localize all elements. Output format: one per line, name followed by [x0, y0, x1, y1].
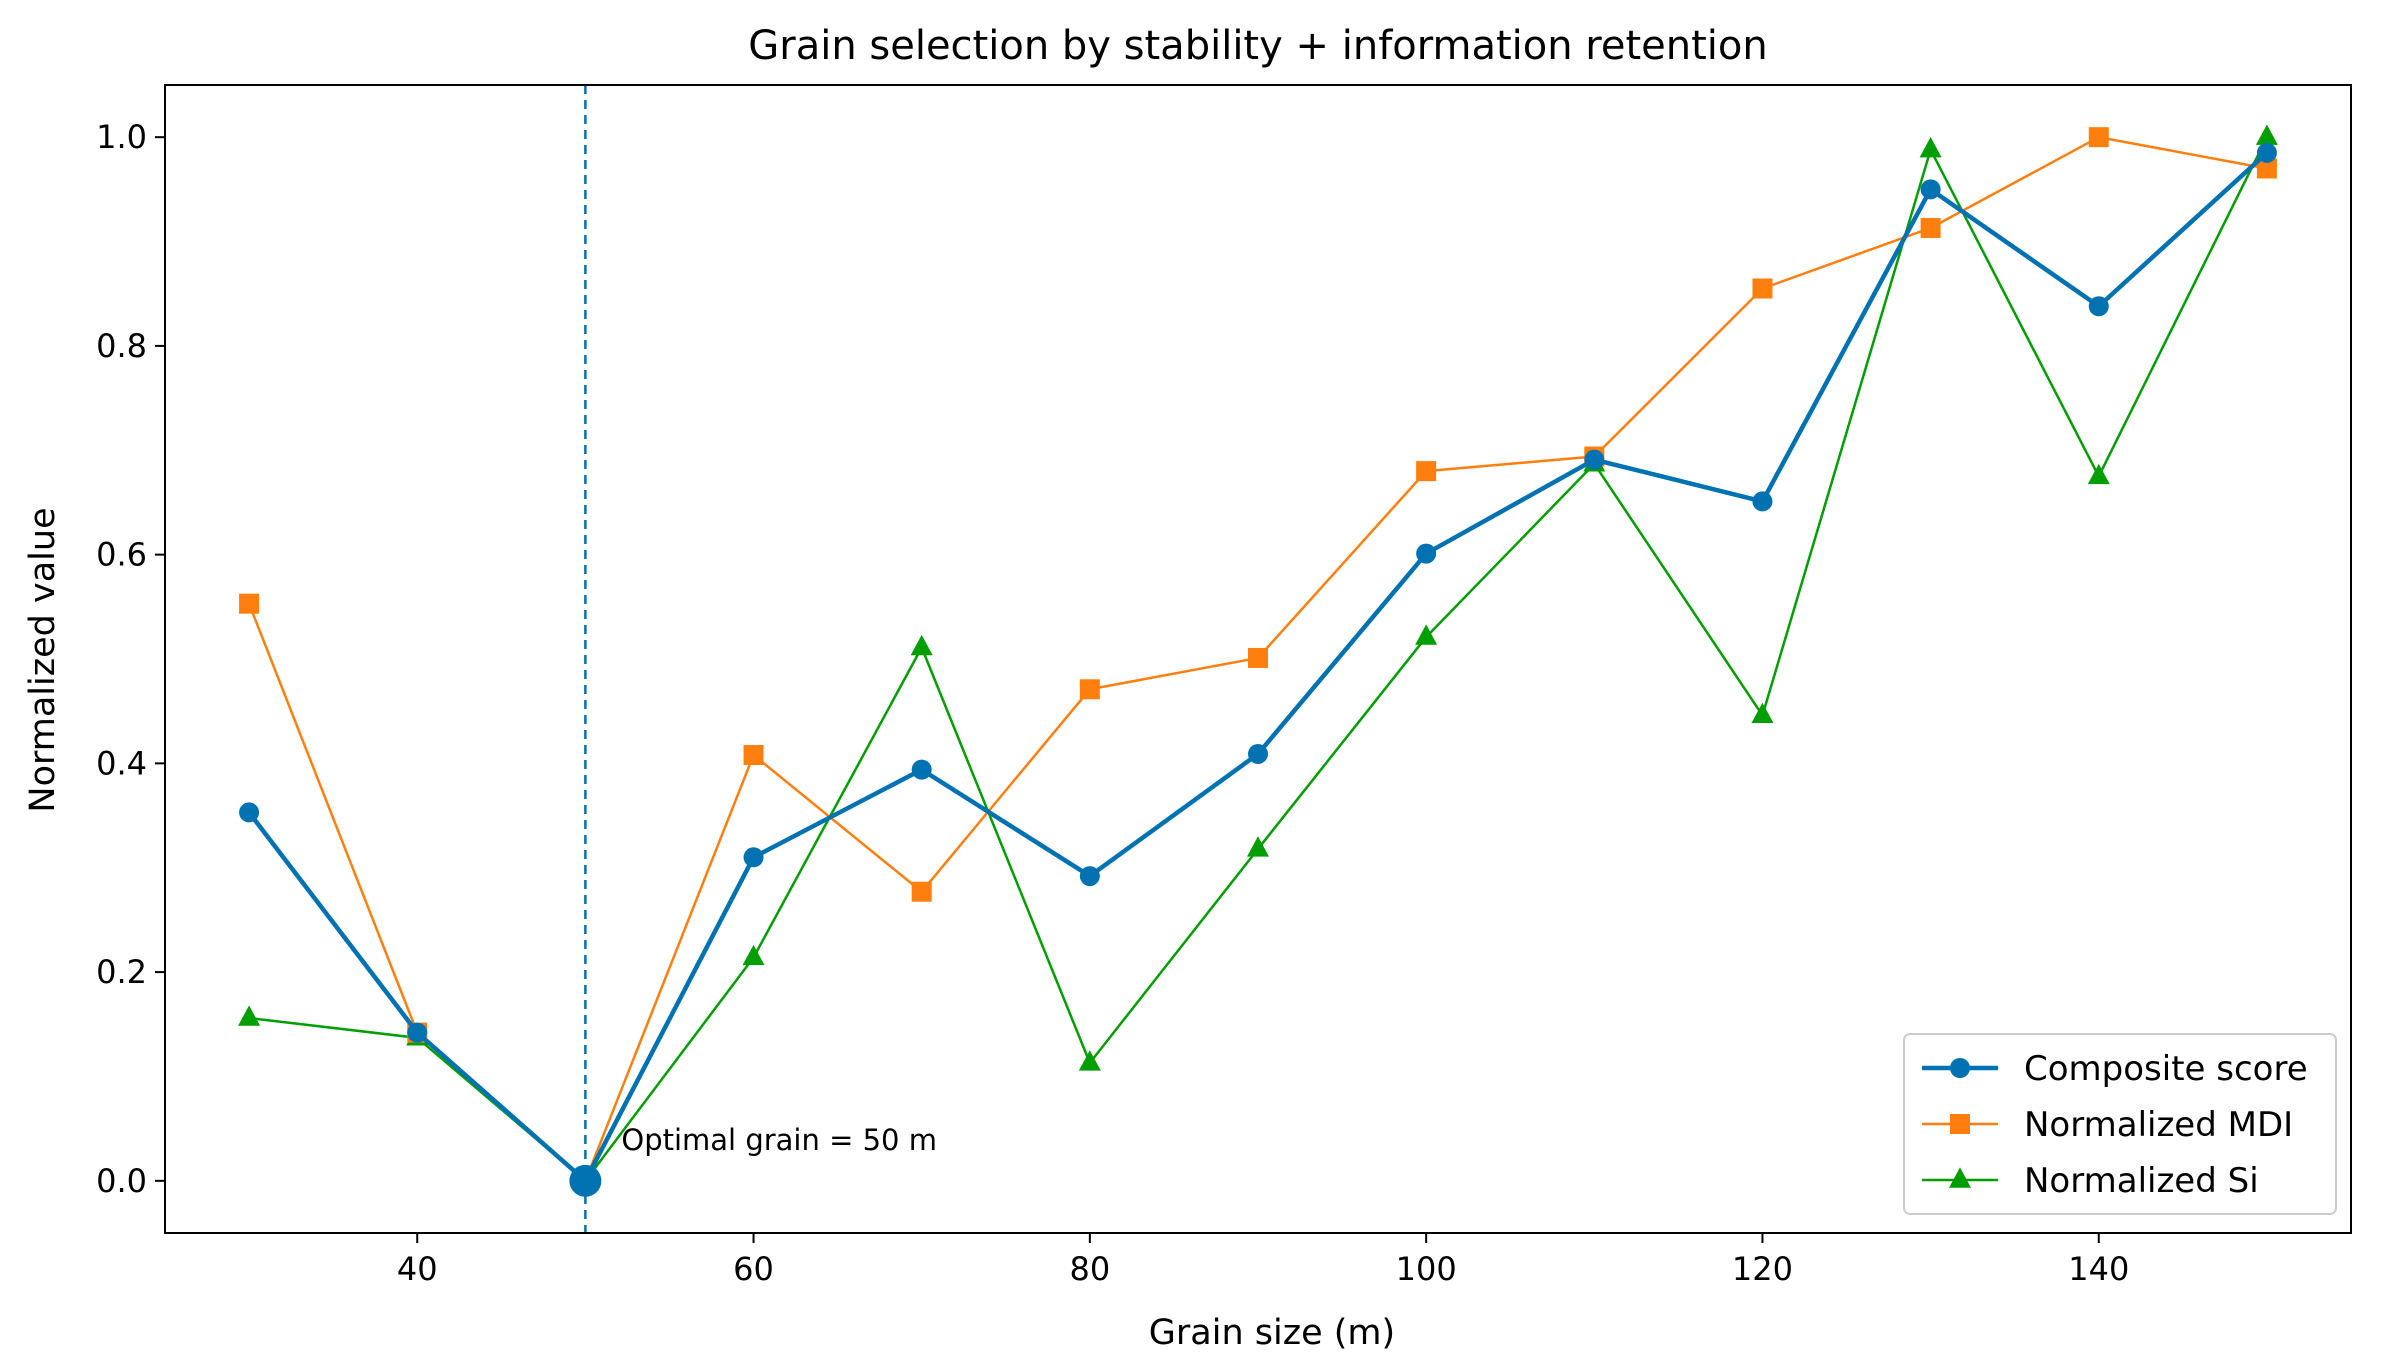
x-axis-label: Grain size (m): [1149, 1313, 1395, 1353]
legend-marker-triangle: [1949, 1167, 1971, 1188]
data-point: [1415, 624, 1438, 645]
data-point: [1079, 866, 1100, 887]
data-point: [1248, 647, 1268, 668]
optimal-point: [569, 1164, 602, 1197]
data-point: [239, 802, 260, 823]
legend-label: Normalized Si: [2024, 1161, 2259, 1201]
y-tick-label: 0.4: [96, 744, 147, 782]
y-tick-label: 0.8: [96, 327, 147, 365]
data-point: [1416, 543, 1437, 564]
x-tick-label: 140: [2068, 1250, 2129, 1288]
data-point: [1247, 836, 1269, 857]
x-tick-label: 40: [397, 1250, 438, 1288]
data-point: [911, 881, 932, 902]
data-point: [1920, 179, 1941, 200]
y-tick-label: 1.0: [96, 118, 147, 156]
legend-box: [1903, 1033, 2337, 1215]
y-axis-label: Normalized value: [23, 507, 63, 812]
data-point: [1751, 702, 1774, 724]
data-point: [1584, 449, 1605, 470]
data-point: [2256, 142, 2277, 163]
data-point: [1752, 491, 1773, 512]
data-point: [1920, 217, 1941, 238]
series-normalized-mdi: [239, 127, 2277, 1191]
legend-label: Normalized MDI: [2024, 1105, 2293, 1145]
legend-label: Composite score: [2024, 1049, 2308, 1089]
data-point: [239, 593, 260, 614]
chart-title: Grain selection by stability + informati…: [748, 23, 1768, 69]
data-point: [1919, 137, 1942, 158]
data-point: [910, 634, 933, 656]
legend-marker-square: [1950, 1114, 1970, 1134]
data-point: [743, 745, 764, 766]
x-tick-label: 120: [1732, 1250, 1793, 1288]
y-tick-label: 0.6: [96, 536, 147, 574]
data-point: [238, 1005, 261, 1026]
legend-item: Normalized Si: [1922, 1161, 2259, 1201]
legend-marker-circle: [1950, 1058, 1970, 1078]
data-point: [1079, 679, 1100, 700]
data-point: [743, 847, 764, 868]
legend-item: Composite score: [1922, 1049, 2308, 1089]
y-tick-label: 0.2: [96, 953, 147, 991]
data-point: [1752, 278, 1773, 299]
data-point: [742, 944, 765, 966]
data-point: [2256, 158, 2277, 179]
y-tick-label: 0.0: [96, 1162, 147, 1200]
chart-legend: Composite score Normalized MDI Normalized …: [1903, 1033, 2337, 1215]
legend-item: Normalized MDI: [1922, 1105, 2293, 1145]
data-point: [2255, 124, 2278, 145]
plot-frame: [164, 84, 2352, 1234]
data-point: [1078, 1050, 1101, 1071]
x-tick-label: 100: [1396, 1250, 1457, 1288]
data-point: [1416, 461, 1437, 482]
data-point: [911, 759, 932, 780]
data-point: [2088, 127, 2109, 148]
data-point: [407, 1022, 428, 1043]
data-point: [2087, 463, 2110, 485]
x-tick-label: 80: [1069, 1250, 1110, 1288]
optimal-grain-annotation: Optimal grain = 50 m: [621, 1123, 937, 1157]
data-point: [2088, 296, 2109, 317]
plot-marks: Optimal grain = 50 m: [238, 85, 2278, 1233]
x-tick-label: 60: [733, 1250, 774, 1288]
data-point: [1248, 743, 1268, 764]
